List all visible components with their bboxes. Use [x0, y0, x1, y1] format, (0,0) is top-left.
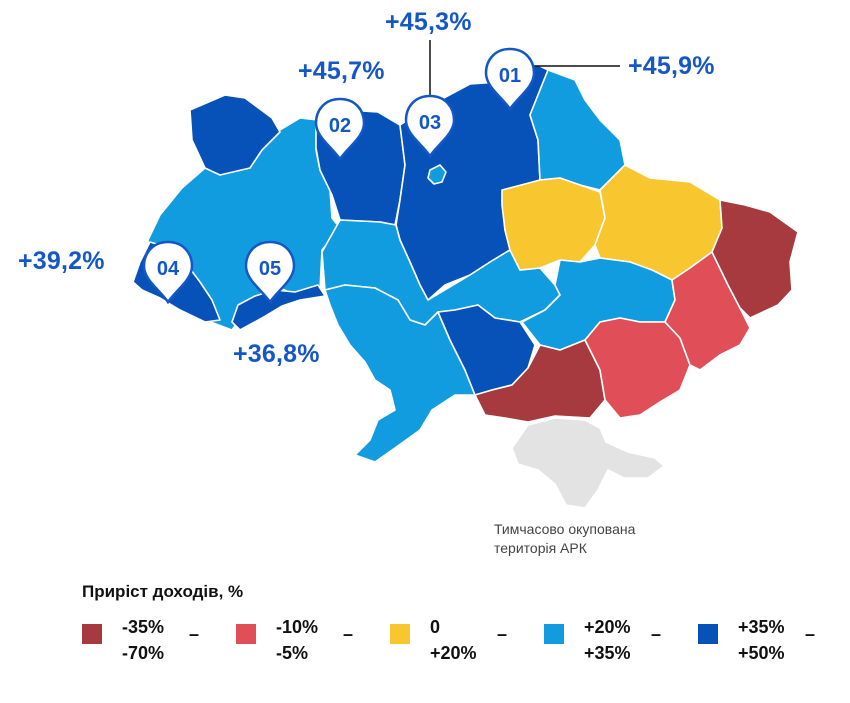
legend-top: +35% [738, 617, 785, 637]
pin-02-label: 02 [329, 115, 351, 137]
region-kyiv-city [427, 164, 447, 185]
legend-swatch [236, 624, 256, 644]
occupied-note-line2: територія АРК [494, 540, 587, 556]
legend-top: +20% [584, 617, 631, 637]
region-volyn [189, 94, 281, 176]
pin-01[interactable]: 01 [484, 47, 536, 112]
callout-03-value: +45,3% [385, 8, 472, 36]
legend-swatch [82, 624, 102, 644]
legend-label: +35% +50% [738, 614, 785, 666]
legend-title: Приріст доходів, % [82, 582, 244, 601]
region-poltava [501, 177, 606, 271]
pin-05-label: 05 [259, 258, 281, 280]
legend-label: -10% -5% [276, 614, 318, 666]
occupied-territory-note: Тимчасово окупована територія АРК [494, 520, 635, 558]
pin-04[interactable]: 04 [142, 240, 194, 305]
legend-bottom: -70% [122, 643, 165, 663]
legend-label: 0 +20% [430, 614, 477, 666]
region-luhansk [711, 199, 799, 319]
pin-05[interactable]: 05 [244, 240, 296, 305]
legend-bottom: +50% [738, 643, 785, 663]
pin-03-label: 03 [419, 112, 441, 134]
legend-top: 0 [430, 617, 441, 637]
legend-dash: – [651, 624, 662, 644]
legend-top: -35% [122, 617, 165, 637]
legend-bottom: +20% [430, 643, 477, 663]
callout-01-value: +45,9% [628, 52, 715, 80]
region-crimea [511, 417, 665, 509]
legend-swatch [698, 624, 718, 644]
pin-01-label: 01 [499, 65, 521, 87]
occupied-note-line1: Тимчасово окупована [494, 521, 636, 537]
map-pin-icon [142, 240, 194, 305]
region-sumy [529, 69, 626, 191]
pin-04-label: 04 [157, 258, 180, 280]
legend-top: -10% [276, 617, 319, 637]
region-zaporizhzhia [584, 317, 691, 419]
legend-dash: – [805, 624, 816, 644]
legend-label: -35% -70% [122, 614, 164, 666]
map-pin-icon [484, 47, 536, 112]
legend-label: +20% +35% [584, 614, 631, 666]
legend-dash: – [497, 624, 508, 644]
map-pin-icon [314, 97, 366, 162]
legend-swatch [544, 624, 564, 644]
legend-swatch [390, 624, 410, 644]
pin-03[interactable]: 03 [404, 94, 456, 159]
legend-dash: – [189, 624, 200, 644]
pin-02[interactable]: 02 [314, 97, 366, 162]
map-pin-icon [404, 94, 456, 159]
legend-bottom: -5% [276, 643, 309, 663]
legend-bottom: +35% [584, 643, 631, 663]
callout-05-value: +36,8% [233, 340, 320, 368]
map-pin-icon [244, 240, 296, 305]
legend-dash: – [343, 624, 354, 644]
region-odesa [324, 284, 476, 463]
callout-04-value: +39,2% [18, 247, 105, 275]
callout-02-value: +45,7% [298, 57, 385, 85]
